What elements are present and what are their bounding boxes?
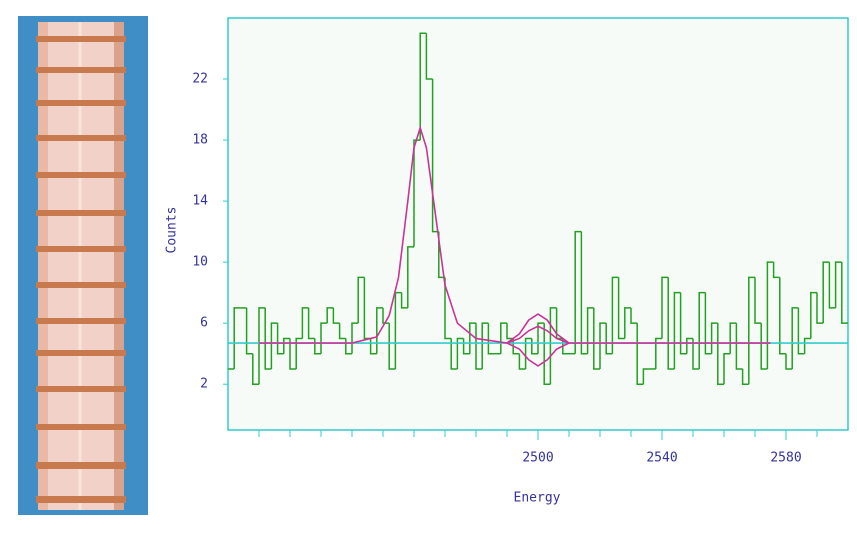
histogram-bin [810,291,817,339]
x-axis-label: Energy [514,491,561,506]
histogram-bin [655,337,662,369]
x-tick-label: 2540 [646,451,677,466]
histogram-bin [741,368,749,385]
fit-line [506,313,570,344]
tower-edge [38,22,48,510]
histogram-bin [357,276,365,324]
histogram-bin [766,261,774,369]
histogram-bin [611,276,619,354]
histogram-bin [276,323,284,355]
histogram-bin [245,307,253,355]
histogram-bin [338,323,346,340]
histogram-bin [252,353,259,385]
histogram-bin [679,292,687,355]
histogram-bin [307,307,315,340]
histogram-bin [444,277,452,340]
histogram-bin [760,323,768,370]
histogram-bin [791,307,799,369]
histogram-bin [661,276,669,339]
copper-bands [36,36,126,503]
histogram-bin [642,368,650,385]
histogram-bin [779,277,786,355]
histogram-bin [400,292,408,309]
histogram-bin [301,307,309,339]
histogram-bin [785,353,793,370]
histogram-bin [686,337,693,354]
histogram-bin [450,338,458,370]
histogram-bin [283,337,290,354]
histogram-bin [797,307,805,355]
histogram-bin [599,322,607,369]
histogram-bin [431,79,439,233]
histogram-bin [803,337,811,354]
tower-edge [114,22,124,510]
histogram-bin [456,337,464,369]
histogram-bin [376,307,383,354]
histogram-bin [487,323,495,355]
histogram-bin [834,261,842,308]
histogram-bin [586,307,594,354]
histogram-bin [413,139,421,247]
histogram-bin [481,322,489,369]
y-tick-label: 2 [200,377,208,392]
histogram-bin [549,307,557,385]
histogram-bin [754,277,762,324]
y-axis-label: Counts [165,207,180,254]
histogram-bin [617,277,625,340]
histogram-bin [605,323,613,355]
histogram-bin [723,352,731,385]
histogram-bin [816,292,824,324]
histogram-bin [233,307,241,369]
histogram-bin [332,307,340,324]
histogram-bin [295,337,303,369]
y-tick-label: 6 [200,316,208,331]
histogram-bin [425,33,433,80]
histogram-bin [289,338,297,370]
histogram-bin [407,246,414,308]
histogram-bin [574,230,582,354]
fit-line [506,342,570,367]
histogram-bin [438,231,445,279]
histogram-bin [506,323,514,340]
histogram-bin [828,262,836,309]
histogram-bin [692,338,700,370]
y-tick-label: 14 [192,194,208,209]
histogram-bin [704,292,712,355]
histogram-bin [822,261,830,324]
histogram-bin [748,276,755,385]
histogram-bin [326,307,334,324]
histogram-bin [580,231,588,355]
y-tick-label: 22 [192,72,208,87]
histogram-bin [624,307,631,339]
histogram-bin [524,337,532,369]
y-tick-label: 18 [192,133,208,148]
histogram-bin [419,32,427,141]
x-tick-label: 2500 [522,451,553,466]
histogram-bin [667,277,675,370]
plot-area [227,17,849,431]
histogram-bin [518,353,526,370]
fit-line [259,125,771,344]
histogram-bin [593,307,600,370]
histogram-bin [270,322,278,369]
histogram-bin [630,307,638,324]
histogram-bin [772,262,780,279]
histogram-bin [382,307,390,324]
histogram-bin [258,307,266,385]
histogram-bin [735,323,743,370]
histogram-bin [264,307,272,370]
y-tick-label: 10 [192,255,208,270]
histogram-bin [388,323,396,370]
detector-photo [18,16,148,515]
histogram-bin [841,262,848,324]
x-tick-label: 2580 [770,451,801,466]
